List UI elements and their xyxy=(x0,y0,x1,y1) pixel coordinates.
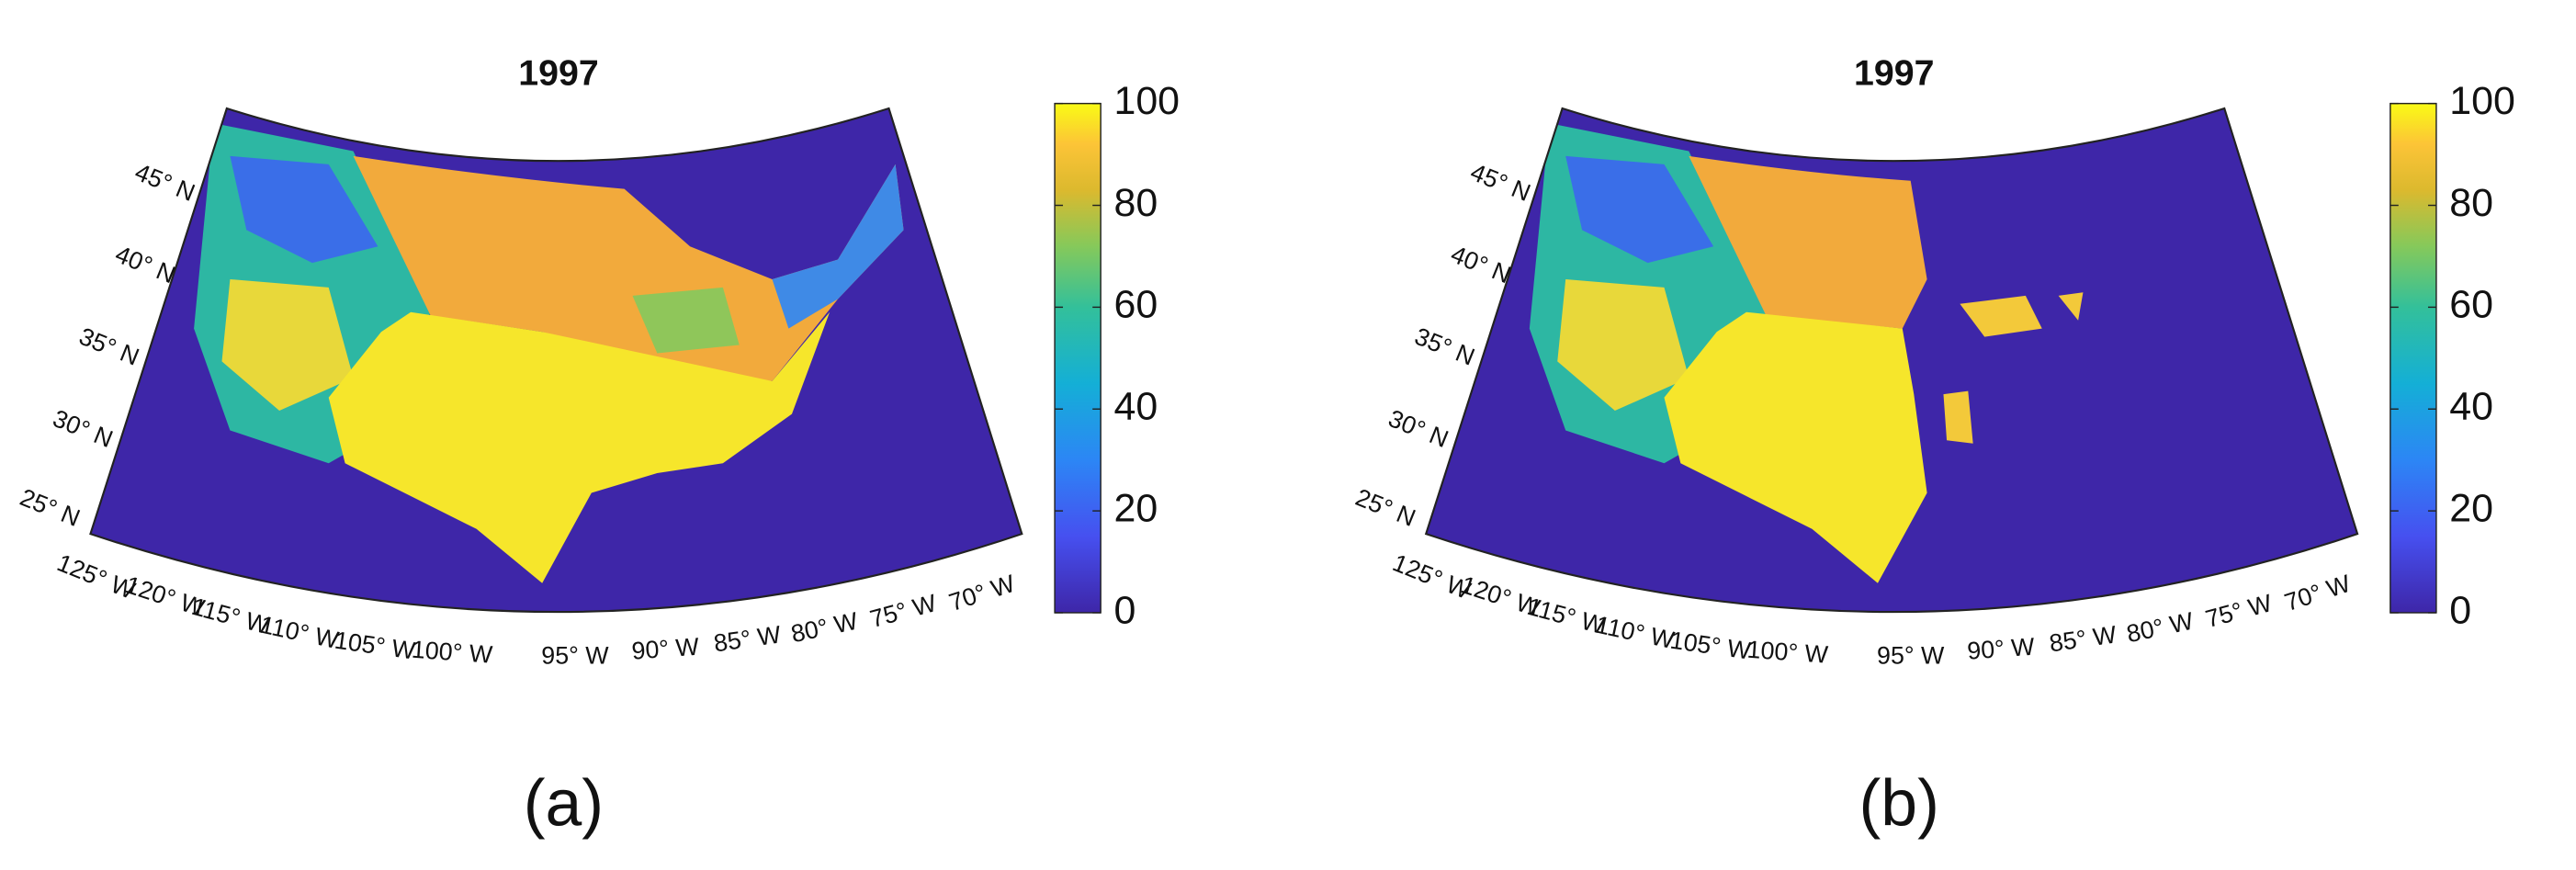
colorbar-tick-label: 40 xyxy=(1113,385,1158,429)
lon-label: 110° W xyxy=(1593,611,1677,654)
lon-label: 75° W xyxy=(867,589,940,633)
colorbar-frame xyxy=(2390,102,2437,614)
colorbar-tick-label: 100 xyxy=(1113,79,1180,123)
lon-label: 85° W xyxy=(712,620,783,657)
colorbar-tick-label: 80 xyxy=(1113,181,1158,225)
colorbar-tick-label: 20 xyxy=(2449,486,2493,530)
colorbar-tick-label: 60 xyxy=(2449,283,2493,327)
lon-label: 85° W xyxy=(2048,620,2118,657)
lon-label: 105° W xyxy=(333,627,417,665)
lat-label: 45° N xyxy=(1467,158,1535,207)
lon-label: 100° W xyxy=(411,636,494,669)
colorbar-tick-label: 40 xyxy=(2449,385,2493,429)
panel-title: 1997 xyxy=(518,53,599,94)
panel-caption: (b) xyxy=(1859,767,1938,841)
panel-caption: (a) xyxy=(524,767,604,841)
lon-label: 90° W xyxy=(1966,633,2036,665)
lon-label: 70° W xyxy=(945,570,1019,616)
lat-label: 25° N xyxy=(17,483,85,532)
panel-title: 1997 xyxy=(1854,53,1935,94)
lat-label: 40° N xyxy=(111,240,179,288)
lat-label: 25° N xyxy=(1351,483,1419,532)
colorbar-tick-label: 0 xyxy=(2449,588,2471,632)
lat-label: 45° N xyxy=(131,158,199,207)
lat-label: 40° N xyxy=(1447,240,1515,288)
colorbar-tick-label: 80 xyxy=(2449,181,2493,225)
colorbar-tick-label: 100 xyxy=(2449,79,2515,123)
map xyxy=(90,108,1022,613)
map xyxy=(1426,108,2358,613)
colorbar xyxy=(1055,103,1102,613)
lon-label: 95° W xyxy=(541,641,609,669)
colorbar-frame xyxy=(1054,102,1102,614)
colorbar-tick-label: 60 xyxy=(1113,283,1158,327)
lon-label: 70° W xyxy=(2281,570,2355,616)
lon-label: 110° W xyxy=(258,611,342,654)
lat-label: 35° N xyxy=(1411,322,1479,371)
lat-label: 30° N xyxy=(1384,404,1452,453)
lon-label: 100° W xyxy=(1746,636,1830,669)
lat-label: 30° N xyxy=(49,404,117,453)
colorbar-tick-label: 20 xyxy=(1113,486,1158,530)
lon-label: 90° W xyxy=(631,633,701,665)
lon-label: 95° W xyxy=(1877,641,1945,669)
lon-label: 105° W xyxy=(1668,627,1753,665)
lon-label: 80° W xyxy=(2124,607,2197,649)
lat-label: 35° N xyxy=(75,322,143,371)
colorbar xyxy=(2390,103,2436,613)
colorbar-tick-label: 0 xyxy=(1113,588,1135,632)
lon-label: 80° W xyxy=(788,607,861,649)
lon-label: 75° W xyxy=(2203,589,2276,633)
